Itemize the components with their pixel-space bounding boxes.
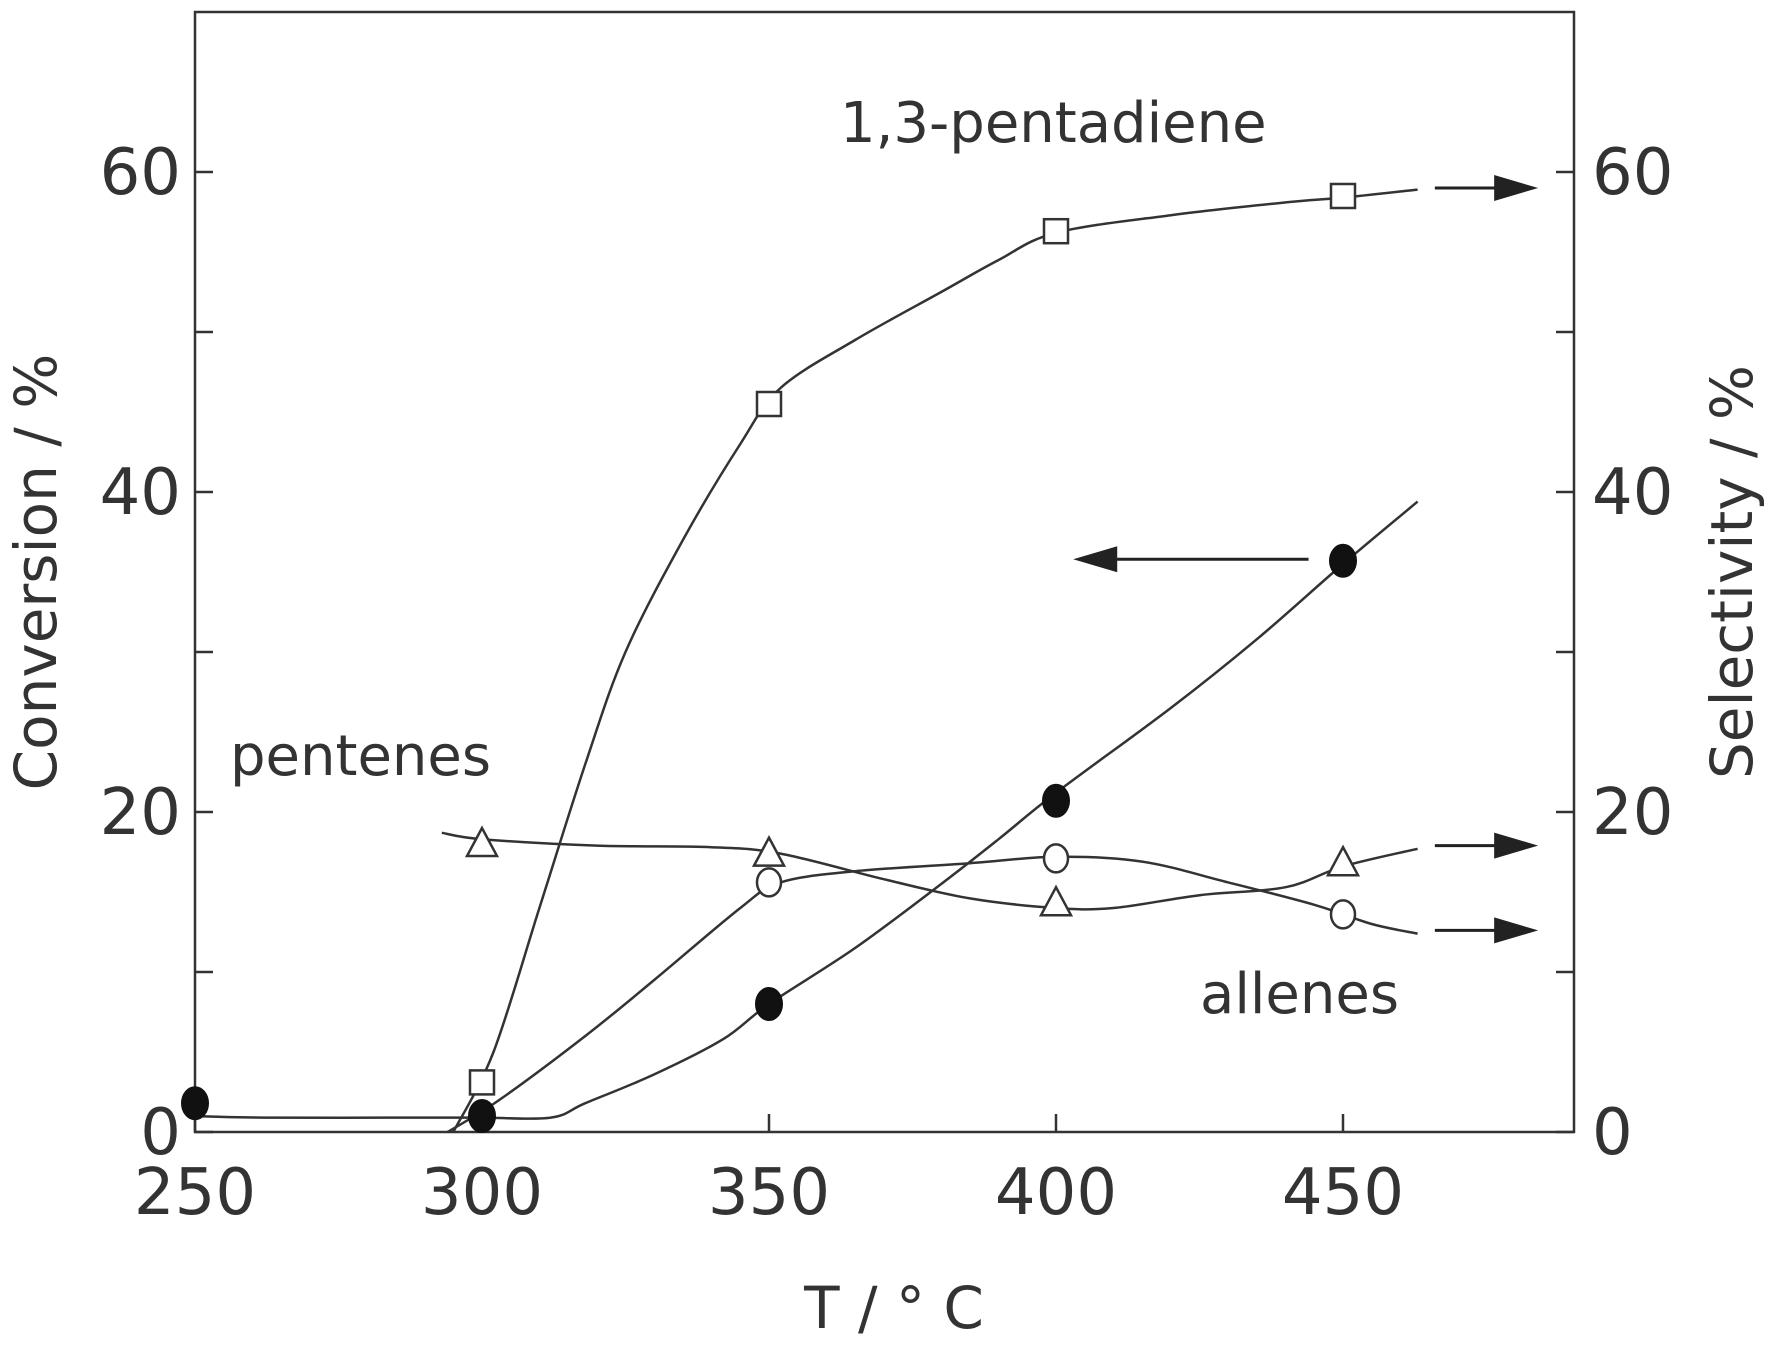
curve-allenes <box>446 855 1418 1134</box>
axis-ticks <box>193 170 1574 1134</box>
point-filled-circle <box>755 987 783 1021</box>
point-open-triangle <box>1325 844 1361 877</box>
y-right-tick-label: 60 <box>1592 136 1673 210</box>
series-markers <box>181 182 1361 1133</box>
x-tick-label: 350 <box>708 1156 830 1230</box>
curve-pentenes <box>441 831 1418 911</box>
plot-frame <box>193 10 1576 1134</box>
y-right-tick-label: 0 <box>1592 1096 1633 1170</box>
point-filled-circle <box>1329 543 1357 578</box>
x-tick-label: 250 <box>134 1156 256 1230</box>
label-pentadiene: 1,3-pentadiene <box>840 91 1267 156</box>
y-left-tick-label: 40 <box>100 456 181 530</box>
point-filled-circle <box>181 1086 209 1121</box>
point-open-circle <box>1042 843 1070 874</box>
point-open-square <box>755 390 783 418</box>
point-open-circle <box>1329 899 1357 930</box>
arrow-head <box>1494 175 1539 201</box>
y-right-tick-label: 40 <box>1592 456 1673 530</box>
series-curves <box>194 188 1419 1134</box>
point-open-square <box>1329 182 1357 210</box>
label-pentenes: pentenes <box>230 724 491 789</box>
y-left-tick-label: 0 <box>140 1096 181 1170</box>
point-open-square <box>1042 217 1070 245</box>
x-axis-title: T / ° C <box>803 1274 984 1342</box>
point-open-triangle <box>464 825 500 858</box>
x-tick-label: 450 <box>1282 1156 1404 1230</box>
y-left-tick-label: 60 <box>100 136 181 210</box>
y-axis-right-title: Selectivity / % <box>1698 365 1766 779</box>
x-tick-label: 300 <box>421 1156 543 1230</box>
point-open-circle <box>755 867 783 898</box>
point-open-triangle <box>1038 884 1074 917</box>
x-tick-label: 400 <box>995 1156 1117 1230</box>
y-right-tick-label: 20 <box>1592 776 1673 850</box>
annotation-arrows <box>1073 175 1539 944</box>
point-open-triangle <box>751 834 787 867</box>
arrow-head <box>1494 917 1539 944</box>
y-axis-left-title: Conversion / % <box>2 354 70 791</box>
point-open-square <box>468 1069 496 1096</box>
curve-pentadiene <box>452 188 1418 1133</box>
tick-labels: 250 300 350 400 450 0 0 20 20 40 40 60 60 <box>100 136 1674 1230</box>
arrow-head <box>1494 832 1539 859</box>
label-allenes: allenes <box>1200 962 1399 1027</box>
arrow-head <box>1073 546 1118 573</box>
point-filled-circle <box>468 1099 496 1133</box>
point-filled-circle <box>1042 783 1070 818</box>
y-left-tick-label: 20 <box>100 776 181 850</box>
